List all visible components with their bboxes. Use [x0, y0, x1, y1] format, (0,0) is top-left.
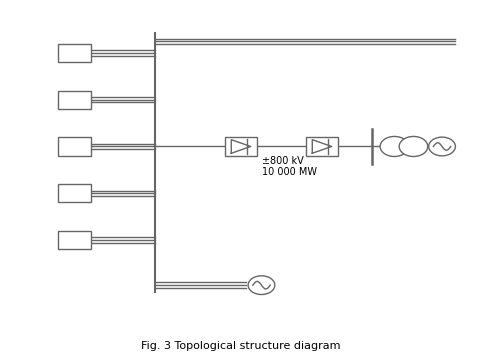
Circle shape — [428, 137, 455, 156]
Bar — [57, 90, 91, 109]
Bar — [57, 137, 91, 156]
Bar — [225, 137, 257, 156]
Circle shape — [380, 137, 409, 156]
Text: Fig. 3 Topological structure diagram: Fig. 3 Topological structure diagram — [141, 341, 341, 351]
Bar — [306, 137, 338, 156]
Bar — [57, 184, 91, 203]
Bar — [57, 231, 91, 249]
Bar — [57, 44, 91, 62]
Text: ±800 kV
10 000 MW: ±800 kV 10 000 MW — [262, 156, 318, 178]
Circle shape — [248, 276, 275, 294]
Circle shape — [399, 137, 428, 156]
